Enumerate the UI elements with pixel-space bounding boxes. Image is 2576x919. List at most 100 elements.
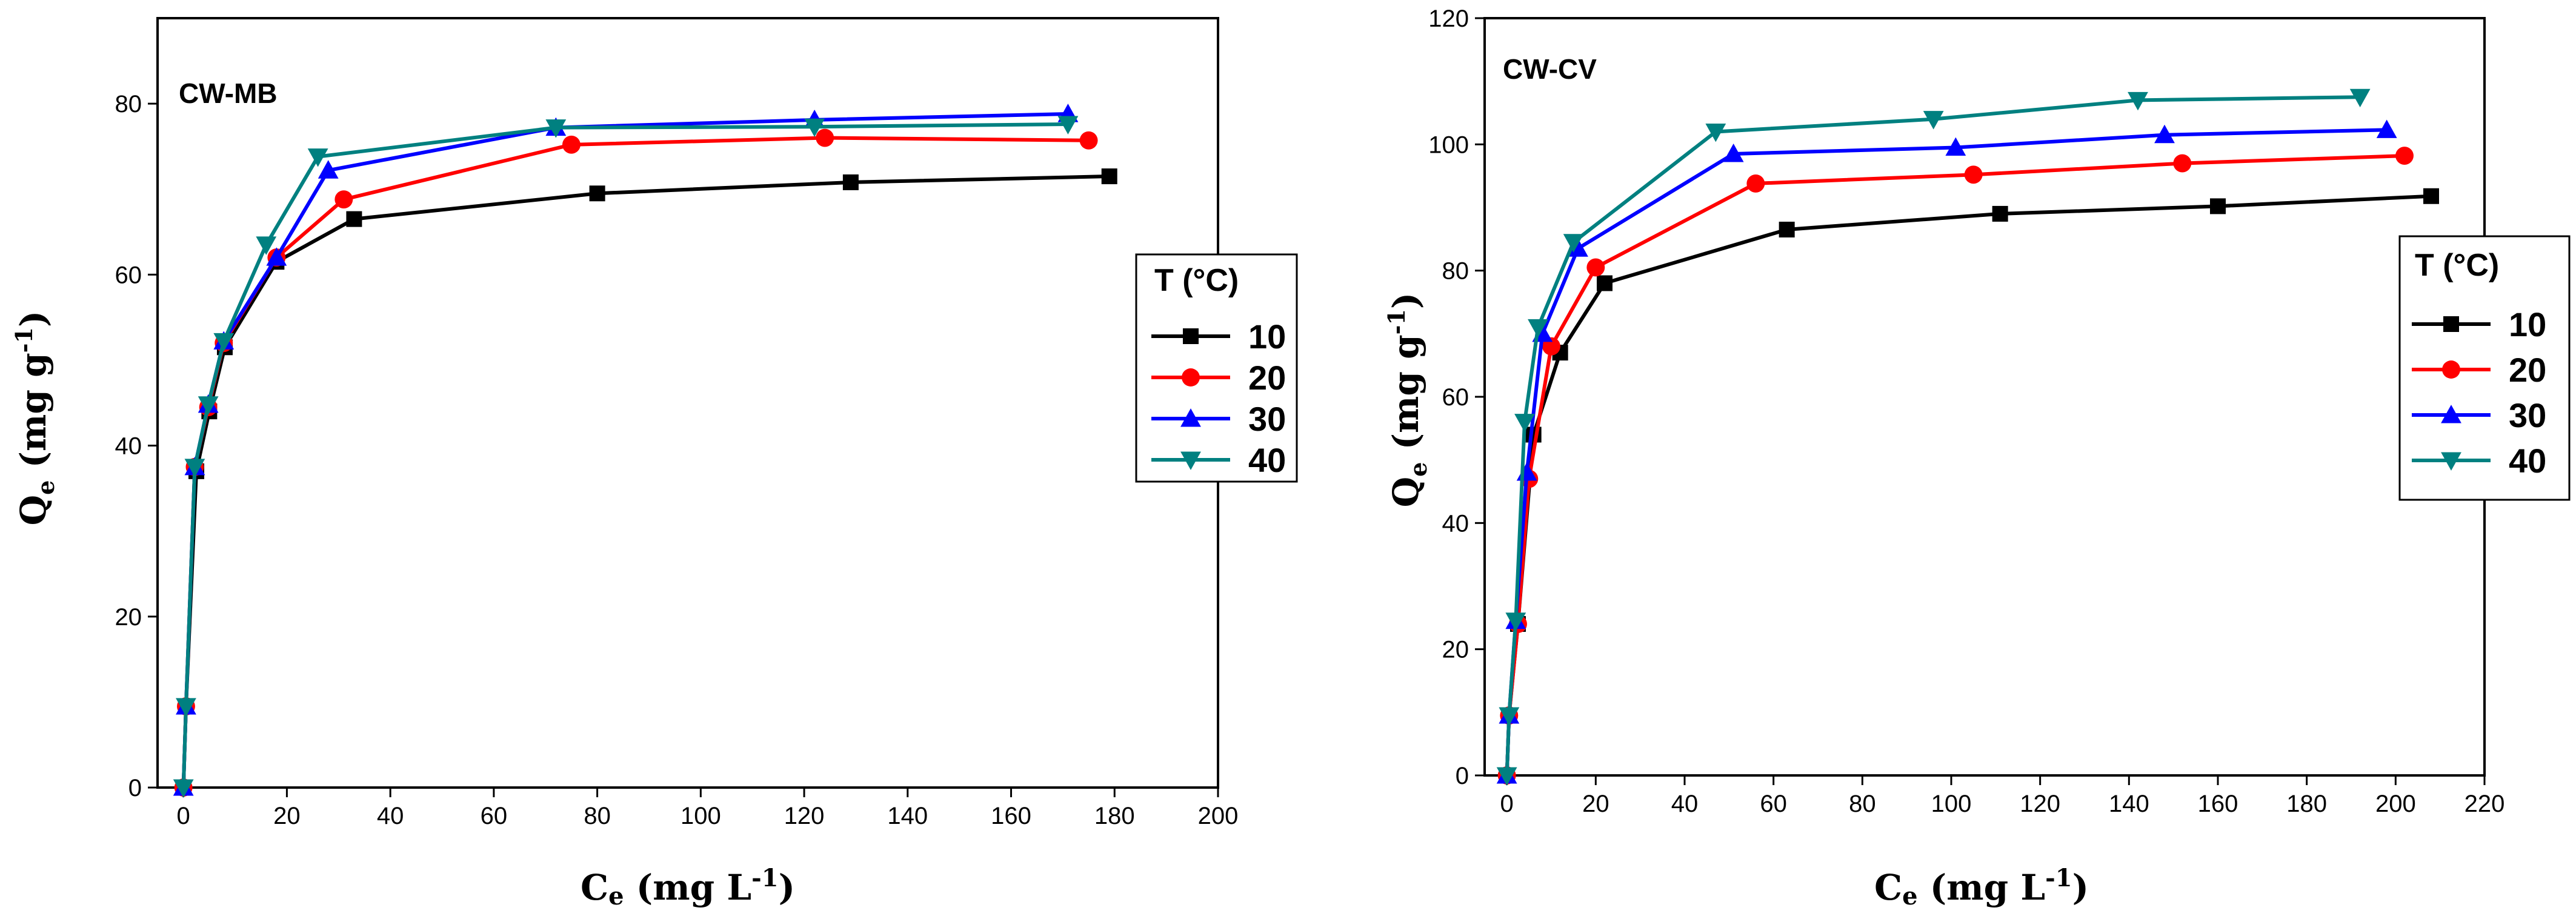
x-tick-label: 180 bbox=[2286, 791, 2327, 817]
chart-cw-cv: CW-CV 0 20 40 60 80 100 120 140 160 180 200 220 0 20 4… bbox=[1383, 5, 2571, 911]
y-tick-label: 80 bbox=[1442, 258, 1469, 285]
data-point-10 bbox=[346, 211, 362, 227]
data-point-20 bbox=[816, 128, 834, 147]
x-tick-label: 160 bbox=[991, 803, 1031, 829]
data-point-20 bbox=[1586, 258, 1605, 277]
svg-text:Qe (mg g-1): Qe (mg g-1) bbox=[10, 311, 59, 526]
y-tick-label: 40 bbox=[115, 433, 142, 460]
data-point-40 bbox=[198, 396, 219, 415]
panel-title: CW-MB bbox=[179, 78, 278, 109]
x-tick-label: 220 bbox=[2465, 791, 2505, 817]
data-point-10 bbox=[2210, 198, 2226, 214]
data-point-40 bbox=[1528, 319, 1548, 338]
legend-marker-20 bbox=[1182, 368, 1200, 387]
legend-label-20: 20 bbox=[1248, 359, 1286, 397]
data-point-20 bbox=[1079, 131, 1098, 150]
x-tick-label: 60 bbox=[481, 803, 508, 829]
x-tick-label: 0 bbox=[1500, 791, 1514, 817]
data-point-40 bbox=[307, 148, 328, 167]
data-point-40 bbox=[176, 698, 196, 717]
series-line-20 bbox=[181, 136, 1089, 788]
x-tick-label: 20 bbox=[1582, 791, 1609, 817]
data-point-20 bbox=[1964, 165, 1983, 184]
x-tick-label: 180 bbox=[1094, 803, 1135, 829]
legend-marker-40 bbox=[2441, 452, 2461, 471]
x-tick-label: 100 bbox=[1931, 791, 1972, 817]
x-tick-label: 140 bbox=[887, 803, 928, 829]
data-point-10 bbox=[2423, 188, 2439, 204]
legend-title: T (°C) bbox=[2415, 248, 2499, 283]
legend-marker-20 bbox=[2442, 360, 2460, 379]
x-tick-label: 140 bbox=[2109, 791, 2149, 817]
legend-label-20: 20 bbox=[2509, 351, 2546, 389]
x-tick-label: 40 bbox=[1671, 791, 1699, 817]
chart-cw-mb: CW-MB 0 20 40 60 80 100 120 140 160 180 200 0 20 40 60… bbox=[10, 17, 1298, 911]
data-point-10 bbox=[1992, 205, 2008, 222]
legend-title: T (°C) bbox=[1154, 263, 1239, 298]
data-point-20 bbox=[2173, 154, 2192, 173]
data-point-40 bbox=[545, 119, 567, 138]
svg-text:Qe (mg g-1): Qe (mg g-1) bbox=[1383, 293, 1432, 508]
legend-label-30: 30 bbox=[2509, 396, 2546, 434]
data-point-40 bbox=[173, 779, 194, 798]
x-tick-label: 200 bbox=[2375, 791, 2416, 817]
series-line-40 bbox=[1505, 95, 2360, 776]
series-line-10 bbox=[181, 174, 1110, 788]
data-point-10 bbox=[1597, 275, 1612, 291]
data-point-40 bbox=[1563, 234, 1584, 253]
legend-label-40: 40 bbox=[2509, 442, 2546, 480]
data-point-40 bbox=[1505, 612, 1526, 631]
data-point-20 bbox=[562, 135, 581, 154]
legend-marker-30 bbox=[1180, 408, 1201, 427]
legend-marker-10 bbox=[1183, 328, 1199, 344]
data-point-40 bbox=[804, 118, 825, 138]
data-point-40 bbox=[184, 459, 205, 477]
series-line-30 bbox=[181, 112, 1068, 788]
data-point-40 bbox=[1923, 111, 1944, 130]
x-tick-label: 20 bbox=[273, 803, 301, 829]
data-point-40 bbox=[256, 236, 277, 255]
series-line-40 bbox=[181, 122, 1068, 788]
y-axis-label: Qe (mg g-1) bbox=[10, 311, 59, 526]
y-tick-label: 60 bbox=[1442, 384, 1469, 411]
legend-label-10: 10 bbox=[2509, 305, 2546, 343]
y-tick-label: 60 bbox=[115, 262, 142, 288]
y-tick-label: 100 bbox=[1428, 131, 1469, 158]
data-point-30 bbox=[1945, 137, 1966, 156]
data-point-30 bbox=[318, 160, 339, 179]
legend-label-10: 10 bbox=[1248, 317, 1286, 356]
y-tick-label: 0 bbox=[1456, 763, 1469, 789]
y-axis-label: Qe (mg g-1) bbox=[1383, 293, 1432, 508]
x-tick-label: 40 bbox=[377, 803, 404, 829]
data-point-40 bbox=[213, 333, 235, 352]
x-tick-label: 160 bbox=[2198, 791, 2238, 817]
data-point-10 bbox=[842, 174, 859, 190]
legend: T (°C) 10 20 30 40 bbox=[2398, 235, 2571, 501]
data-point-20 bbox=[334, 190, 353, 209]
x-axis-label: Ce (mg L-1) bbox=[1874, 864, 2089, 911]
x-tick-label: 80 bbox=[1849, 791, 1876, 817]
data-point-10 bbox=[1101, 168, 1117, 185]
y-tick-label: 80 bbox=[115, 91, 142, 118]
data-point-30 bbox=[1568, 238, 1588, 257]
data-point-40 bbox=[2128, 91, 2148, 111]
data-point-30 bbox=[1723, 144, 1744, 162]
legend-marker-40 bbox=[1180, 451, 1201, 470]
legend-label-30: 30 bbox=[1248, 400, 1286, 438]
data-point-30 bbox=[2376, 119, 2397, 138]
y-tick-label: 0 bbox=[128, 775, 142, 801]
data-point-20 bbox=[2395, 147, 2414, 165]
data-point-20 bbox=[1746, 174, 1765, 193]
data-point-30 bbox=[2154, 124, 2175, 144]
data-point-10 bbox=[589, 185, 605, 202]
data-point-30 bbox=[266, 247, 287, 266]
x-tick-label: 120 bbox=[2020, 791, 2060, 817]
x-tick-label: 120 bbox=[784, 803, 825, 829]
y-tick-label: 20 bbox=[115, 604, 142, 631]
data-point-40 bbox=[1514, 414, 1535, 433]
data-point-40 bbox=[1496, 767, 1517, 786]
series-line-30 bbox=[1505, 128, 2387, 776]
